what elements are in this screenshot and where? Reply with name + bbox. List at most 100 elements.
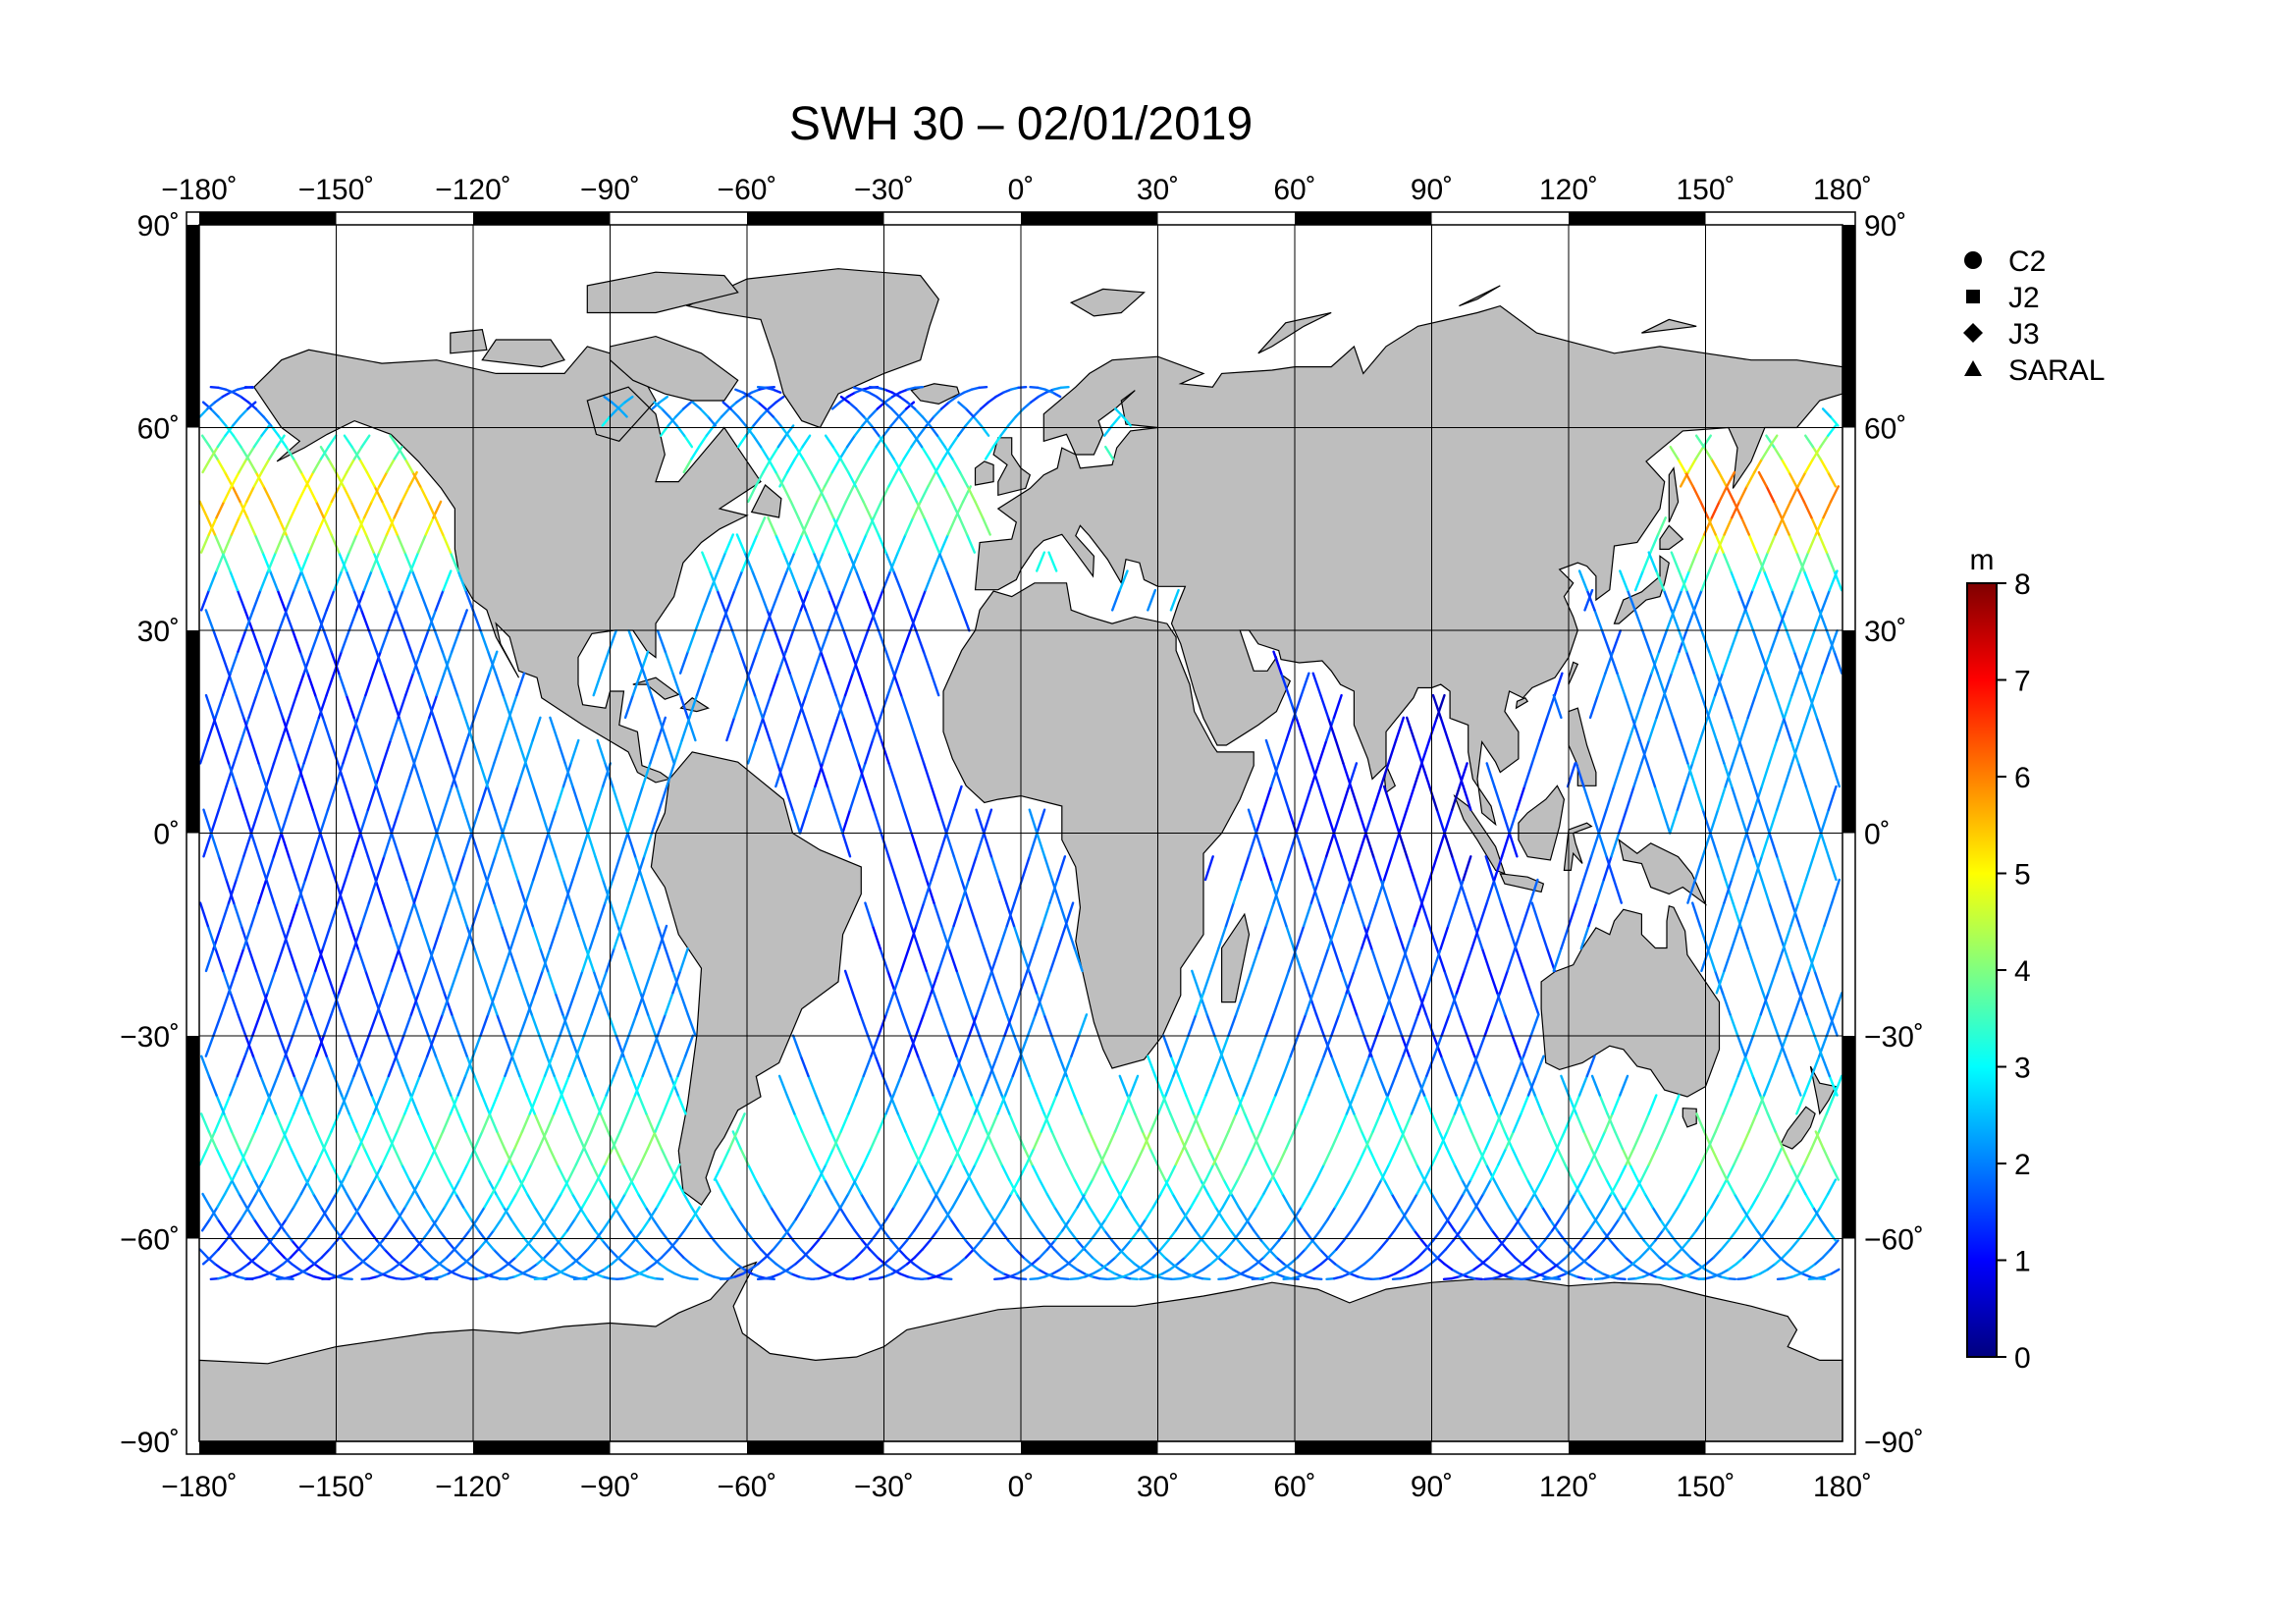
- track-segment: [752, 1239, 763, 1251]
- track-segment: [469, 1248, 480, 1259]
- track-segment: [1031, 1163, 1041, 1181]
- track-segment: [678, 693, 689, 720]
- track-segment: [342, 485, 352, 504]
- track-segment: [1585, 1055, 1596, 1078]
- track-segment: [259, 1271, 270, 1278]
- lon-label-top: −60˚: [718, 174, 777, 206]
- track-segment: [839, 1263, 850, 1271]
- track-segment: [464, 1130, 475, 1150]
- track-segment: [1492, 878, 1503, 904]
- track-segment: [345, 693, 355, 720]
- track-segment: [478, 762, 489, 788]
- track-segment: [398, 855, 408, 882]
- track-segment: [1662, 1112, 1674, 1133]
- track-segment: [285, 1206, 295, 1221]
- track-segment: [949, 1263, 960, 1271]
- track-segment: [1759, 650, 1770, 675]
- track-segment: [393, 445, 403, 460]
- track-segment: [356, 947, 367, 973]
- land-hokkaido: [1659, 524, 1684, 550]
- track-segment: [983, 969, 993, 995]
- track-segment: [867, 445, 878, 460]
- track-segment: [1733, 1147, 1743, 1166]
- track-segment: [1446, 1112, 1457, 1133]
- track-segment: [1262, 1248, 1273, 1259]
- track-segment: [1262, 1178, 1273, 1196]
- track-segment: [551, 1034, 561, 1057]
- track-segment: [253, 1112, 264, 1133]
- track-segment: [972, 407, 983, 418]
- track-segment: [473, 1130, 484, 1150]
- track-segment: [574, 1147, 585, 1166]
- track-segment: [1302, 901, 1313, 928]
- track-segment: [910, 924, 921, 950]
- track-segment: [560, 1178, 570, 1196]
- track-segment: [1475, 1206, 1486, 1221]
- track-segment: [921, 415, 932, 427]
- track-segment: [1828, 1074, 1839, 1097]
- track-segment: [878, 434, 888, 449]
- track-segment: [1555, 1130, 1567, 1150]
- track-segment: [730, 629, 741, 653]
- track-segment: [1514, 924, 1524, 950]
- track-segment: [385, 1130, 396, 1150]
- track-segment: [280, 832, 291, 858]
- track-segment: [1533, 1192, 1544, 1209]
- track-segment: [223, 1112, 234, 1133]
- track-segment: [847, 401, 858, 410]
- track-segment: [487, 992, 498, 1016]
- track-segment: [697, 1268, 708, 1275]
- track-segment: [198, 901, 210, 928]
- track-segment: [494, 832, 505, 858]
- track-segment: [1058, 1263, 1070, 1271]
- track-segment: [1059, 1276, 1070, 1281]
- track-segment: [812, 650, 823, 675]
- track-segment: [1802, 1147, 1813, 1166]
- track-segment: [824, 1217, 834, 1232]
- track-segment: [360, 1217, 371, 1232]
- track-segment: [1579, 924, 1590, 950]
- track-segment: [1023, 1263, 1034, 1271]
- track-segment: [225, 878, 236, 904]
- track-segment: [1091, 1256, 1101, 1266]
- track-segment: [774, 395, 785, 404]
- track-segment: [393, 1147, 403, 1166]
- track-segment: [1360, 1130, 1371, 1150]
- track-segment: [347, 1112, 358, 1133]
- track-segment: [729, 407, 740, 418]
- track-segment: [419, 1163, 430, 1181]
- track-segment: [394, 588, 404, 612]
- track-segment: [1400, 1034, 1411, 1057]
- track-segment: [794, 445, 805, 460]
- track-segment: [258, 650, 269, 675]
- track-segment: [1690, 901, 1702, 928]
- track-segment: [588, 1178, 599, 1196]
- track-segment: [1096, 1217, 1107, 1232]
- track-segment: [825, 1147, 835, 1166]
- track-segment: [1256, 1034, 1268, 1057]
- track-segment: [1782, 500, 1792, 519]
- track-segment: [1488, 969, 1499, 995]
- track-segment: [1812, 832, 1823, 858]
- track-segment: [1349, 855, 1361, 882]
- track-segment: [360, 609, 371, 632]
- track-segment: [1815, 924, 1826, 950]
- land-ellesmere-island: [586, 271, 739, 314]
- frame-segment-top: [1569, 212, 1706, 225]
- track-segment: [1447, 738, 1458, 765]
- track-segment: [293, 1192, 302, 1209]
- track-segment: [487, 650, 498, 675]
- track-segment: [549, 716, 560, 742]
- track-segment: [588, 924, 599, 950]
- track-segment: [1752, 855, 1764, 882]
- track-segment: [770, 445, 780, 460]
- track-segment: [1398, 808, 1409, 835]
- track-segment: [1281, 1192, 1292, 1209]
- track-segment: [1198, 992, 1208, 1016]
- track-segment: [950, 500, 961, 519]
- track-segment: [1020, 855, 1032, 882]
- track-segment: [1548, 1130, 1559, 1150]
- track-segment: [984, 1206, 994, 1221]
- track-segment: [219, 650, 231, 675]
- land-newfoundland: [750, 484, 782, 518]
